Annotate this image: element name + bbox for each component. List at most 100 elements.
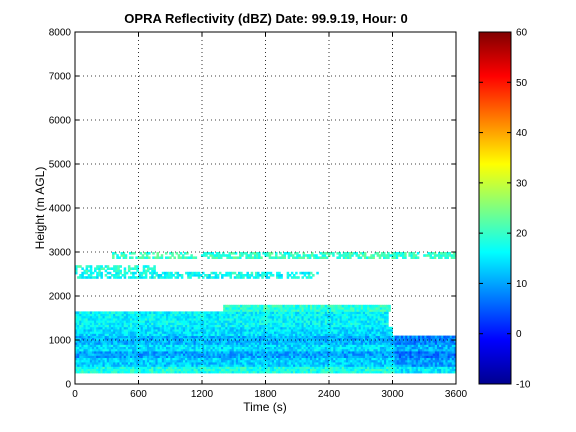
- heatmap-cell: [174, 348, 177, 352]
- heatmap-cell: [204, 362, 207, 365]
- heatmap-cell: [305, 355, 309, 358]
- heatmap-cell: [85, 353, 89, 356]
- heatmap-cell: [375, 320, 379, 323]
- heatmap-cell: [305, 326, 309, 330]
- heatmap-cell: [263, 337, 266, 341]
- heatmap-cell: [263, 355, 266, 358]
- heatmap-cell: [79, 322, 82, 325]
- heatmap-cell: [377, 311, 381, 314]
- heatmap-cell: [182, 364, 186, 367]
- heatmap-cell: [381, 304, 385, 308]
- heatmap-cell: [204, 357, 207, 361]
- heatmap-cell: [106, 355, 110, 358]
- heatmap-cell: [381, 329, 385, 332]
- heatmap-cell: [417, 337, 421, 341]
- heatmap-cell: [244, 368, 247, 372]
- heatmap-cell: [161, 351, 165, 354]
- heatmap-cell: [127, 357, 131, 361]
- heatmap-cell: [155, 329, 158, 332]
- heatmap-cell: [108, 370, 112, 374]
- heatmap-cell: [136, 368, 139, 372]
- heatmap-cell: [250, 311, 254, 314]
- heatmap-cell: [121, 368, 125, 372]
- heatmap-cell: [197, 276, 201, 279]
- heatmap-cell: [261, 368, 264, 372]
- heatmap-cell: [248, 368, 252, 372]
- heatmap-cell: [96, 318, 99, 321]
- heatmap-cell: [229, 318, 233, 321]
- heatmap-cell: [303, 370, 307, 374]
- heatmap-cell: [208, 370, 211, 374]
- heatmap-cell: [288, 364, 292, 367]
- heatmap-cell: [206, 313, 209, 317]
- heatmap-cell: [246, 313, 249, 317]
- heatmap-cell: [166, 320, 169, 323]
- heatmap-cell: [180, 362, 184, 365]
- heatmap-cell: [426, 346, 429, 350]
- heatmap-cell: [144, 362, 148, 365]
- heatmap-cell: [168, 353, 171, 356]
- heatmap-cell: [195, 329, 199, 332]
- heatmap-cell: [364, 344, 368, 347]
- heatmap-cell: [436, 337, 440, 341]
- heatmap-cell: [157, 342, 161, 345]
- heatmap-cell: [390, 337, 393, 341]
- heatmap-cell: [297, 324, 300, 328]
- heatmap-cell: [288, 348, 292, 352]
- heatmap-cell: [151, 344, 154, 347]
- heatmap-cell: [79, 346, 82, 350]
- heatmap-cell: [316, 324, 319, 328]
- heatmap-cell: [324, 335, 328, 339]
- heatmap-cell: [449, 342, 453, 345]
- heatmap-cell: [134, 313, 137, 317]
- heatmap-cell: [240, 326, 243, 330]
- heatmap-cell: [119, 362, 122, 365]
- heatmap-cell: [439, 366, 442, 369]
- heatmap-cell: [362, 311, 366, 314]
- heatmap-cell: [81, 315, 84, 319]
- heatmap-cell: [161, 368, 165, 372]
- heatmap-cell: [197, 340, 201, 343]
- heatmap-cell: [159, 320, 163, 323]
- heatmap-cell: [225, 342, 228, 345]
- heatmap-cell: [168, 359, 171, 363]
- heatmap-cell: [354, 322, 357, 325]
- heatmap-cell: [117, 355, 120, 358]
- heatmap-cell: [187, 348, 190, 352]
- heatmap-cell: [322, 324, 326, 328]
- heatmap-cell: [136, 344, 139, 347]
- heatmap-cell: [290, 320, 294, 323]
- heatmap-cell: [119, 324, 122, 328]
- heatmap-cell: [312, 340, 315, 343]
- heatmap-cell: [339, 342, 343, 345]
- heatmap-cell: [250, 304, 254, 308]
- heatmap-cell: [259, 348, 262, 352]
- heatmap-cell: [172, 366, 175, 369]
- heatmap-cell: [108, 342, 112, 345]
- heatmap-cell: [335, 362, 338, 365]
- heatmap-cell: [142, 313, 146, 317]
- heatmap-cell: [352, 311, 355, 314]
- heatmap-cell: [261, 342, 264, 345]
- heatmap-cell: [130, 326, 133, 330]
- heatmap-cell: [293, 322, 296, 325]
- heatmap-cell: [337, 353, 340, 356]
- heatmap-cell: [307, 337, 311, 341]
- heatmap-cell: [248, 348, 252, 352]
- heatmap-cell: [451, 346, 455, 350]
- heatmap-cell: [180, 359, 184, 363]
- heatmap-cell: [259, 340, 262, 343]
- heatmap-cell: [134, 318, 137, 321]
- heatmap-cell: [127, 329, 131, 332]
- heatmap-cell: [286, 311, 290, 314]
- heatmap-cell: [259, 318, 262, 321]
- heatmap-cell: [195, 351, 199, 354]
- heatmap-cell: [132, 276, 135, 279]
- heatmap-cell: [350, 318, 353, 321]
- heatmap-cell: [267, 340, 271, 343]
- heatmap-cell: [420, 337, 423, 341]
- heatmap-cell: [227, 313, 230, 317]
- heatmap-cell: [379, 348, 383, 352]
- heatmap-cell: [333, 333, 336, 336]
- heatmap-cell: [155, 335, 158, 339]
